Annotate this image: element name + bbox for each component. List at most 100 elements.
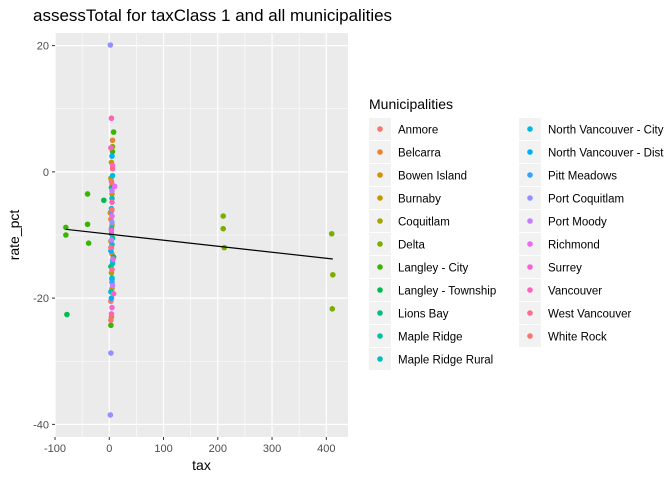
data-point [63, 224, 69, 231]
data-point [328, 230, 335, 237]
x-tick-label: -100 [44, 443, 66, 455]
legend-key [377, 172, 383, 178]
legend-key [527, 126, 533, 132]
legend-key [527, 172, 533, 178]
legend: Municipalities Anmore Belcarra Bowen Islan… [369, 96, 664, 370]
data-point [110, 256, 116, 262]
x-tick-label: 100 [154, 443, 172, 455]
data-point [109, 137, 116, 144]
legend-key [527, 218, 533, 224]
data-point [109, 188, 115, 194]
data-point [108, 317, 114, 324]
legend-label: Langley - Township [398, 286, 496, 298]
data-point [84, 191, 91, 197]
data-point [110, 290, 117, 297]
y-tick-label: -20 [33, 293, 49, 305]
x-tick-label: 200 [209, 443, 227, 455]
data-point [107, 412, 114, 418]
data-point [109, 213, 115, 219]
data-point [329, 306, 336, 312]
data-point [109, 275, 115, 281]
legend-key [377, 287, 383, 293]
legend-label: Coquitlam [398, 217, 450, 229]
legend-label: White Rock [548, 332, 607, 344]
data-point [108, 227, 115, 234]
legend-label: Bowen Island [398, 171, 467, 183]
legend-key [527, 333, 533, 339]
data-point [109, 172, 116, 179]
data-point [108, 145, 114, 151]
legend-label: Port Coquitlam [548, 194, 624, 206]
data-point [109, 304, 115, 311]
data-point [220, 213, 227, 219]
data-point [85, 240, 92, 247]
legend-label: Maple Ridge [398, 332, 463, 344]
chart-title: assessTotal for taxClass 1 and all munic… [33, 6, 392, 25]
legend-label: North Vancouver - Dist [548, 148, 664, 160]
y-tick-label: 20 [37, 41, 49, 53]
data-point [110, 129, 117, 135]
data-point [109, 165, 116, 172]
x-tick-label: 400 [317, 443, 335, 455]
legend-key [527, 195, 533, 201]
legend-label: Burnaby [398, 194, 441, 206]
legend-key [377, 218, 383, 224]
legend-label: North Vancouver - City [548, 125, 664, 137]
legend-label: Delta [398, 240, 425, 252]
data-point [64, 311, 70, 318]
legend-label: Vancouver [548, 286, 602, 298]
y-tick-label: -40 [33, 419, 49, 431]
legend-key [527, 241, 533, 247]
data-point [108, 244, 114, 251]
legend-label: Maple Ridge Rural [398, 355, 493, 367]
legend-label: Richmond [548, 240, 600, 252]
legend-key [377, 241, 383, 247]
x-tick-label: 0 [106, 443, 112, 455]
legend-key [377, 356, 383, 362]
data-point [109, 206, 115, 213]
legend-key [377, 149, 383, 155]
data-point [101, 197, 107, 204]
data-point [109, 219, 115, 226]
legend-key [377, 126, 383, 132]
data-point [108, 295, 115, 301]
legend-label: Lions Bay [398, 309, 449, 321]
data-point [108, 237, 115, 243]
regression-line [65, 228, 333, 260]
legend-label: Pitt Meadows [548, 171, 617, 183]
data-point [63, 232, 69, 238]
legend-label: West Vancouver [548, 309, 631, 321]
data-point [107, 42, 114, 48]
y-tick-label: 0 [43, 167, 49, 179]
legend-label: Port Moody [548, 217, 607, 229]
legend-key [527, 264, 533, 270]
x-axis: -100 0 100 200 300 400 [44, 437, 335, 455]
data-point [111, 183, 118, 190]
data-point [108, 115, 115, 122]
data-point [108, 178, 115, 185]
data-point [108, 311, 115, 317]
legend-key [377, 264, 383, 270]
data-point [108, 350, 114, 356]
legend-key [527, 287, 533, 293]
legend-key [527, 310, 533, 316]
data-point [109, 153, 115, 159]
legend-label: Belcarra [398, 148, 441, 160]
legend-key [377, 195, 383, 201]
data-point [220, 225, 227, 232]
data-point [109, 199, 115, 205]
data-point [109, 282, 116, 289]
grid-minor [55, 33, 348, 437]
legend-key [377, 333, 383, 339]
x-tick-label: 300 [263, 443, 281, 455]
x-axis-label: tax [192, 457, 211, 473]
legend-key [527, 149, 533, 155]
data-point [109, 266, 115, 273]
data-points [63, 42, 336, 418]
legend-label: Langley - City [398, 263, 469, 275]
legend-label: Anmore [398, 125, 438, 137]
legend-key [377, 310, 383, 316]
legend-title: Municipalities [369, 96, 453, 112]
